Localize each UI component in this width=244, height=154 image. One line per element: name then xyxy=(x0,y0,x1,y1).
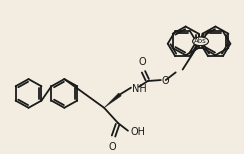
Text: O: O xyxy=(162,76,169,86)
Text: O: O xyxy=(138,57,146,67)
Ellipse shape xyxy=(193,37,209,46)
Text: Abs: Abs xyxy=(194,38,207,44)
Text: O: O xyxy=(108,142,116,152)
Polygon shape xyxy=(104,93,121,108)
Text: OH: OH xyxy=(131,127,146,137)
Text: NH: NH xyxy=(132,84,147,94)
